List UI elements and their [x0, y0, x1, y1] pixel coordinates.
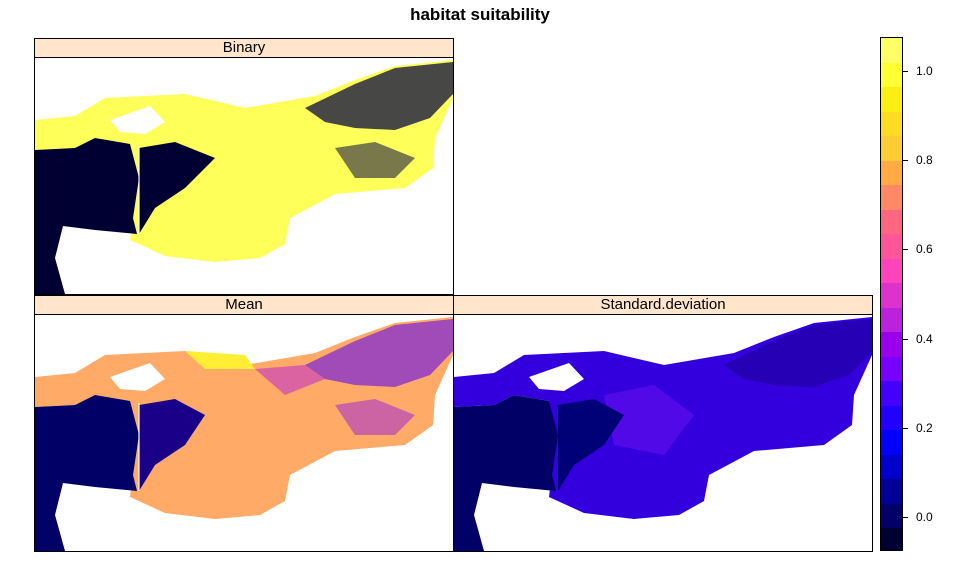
- strip-binary-label: Binary: [222, 39, 266, 56]
- colorkey-tick-label: 0.0: [916, 510, 933, 524]
- colorkey-segment: [881, 331, 902, 357]
- panel-sd: [453, 314, 873, 552]
- colorkey-tick-label: 1.0: [916, 64, 933, 78]
- colorkey-segment: [881, 405, 902, 431]
- colorkey-segment: [881, 38, 902, 63]
- map-binary: [35, 60, 453, 294]
- colorkey-segment: [881, 478, 902, 504]
- colorkey-segment: [881, 184, 902, 210]
- colorkey-segment: [881, 111, 902, 137]
- colorkey: [880, 37, 903, 551]
- colorkey-segment: [881, 135, 902, 161]
- colorkey-segment: [881, 62, 902, 88]
- colorkey-tick: [903, 428, 908, 429]
- colorkey-segment: [881, 258, 902, 284]
- colorkey-segment: [881, 380, 902, 406]
- colorkey-tick: [903, 160, 908, 161]
- colorkey-segment: [881, 160, 902, 186]
- colorkey-segment: [881, 454, 902, 480]
- colorkey-segment: [881, 527, 902, 550]
- colorkey-tick: [903, 249, 908, 250]
- map-sd: [454, 317, 872, 551]
- colorkey-segment: [881, 233, 902, 259]
- colorkey-segment: [881, 307, 902, 333]
- colorkey-segment: [881, 356, 902, 382]
- panel-binary: [34, 57, 454, 295]
- colorkey-tick: [903, 517, 908, 518]
- colorkey-segment: [881, 429, 902, 455]
- strip-mean-label: Mean: [225, 296, 263, 313]
- colorkey-segment: [881, 209, 902, 235]
- colorkey-tick-label: 0.2: [916, 421, 933, 435]
- strip-sd-label: Standard.deviation: [600, 296, 726, 313]
- main-title: habitat suitability: [410, 5, 550, 24]
- colorkey-tick: [903, 71, 908, 72]
- strip-binary: Binary: [34, 38, 454, 58]
- strip-sd: Standard.deviation: [453, 295, 873, 315]
- panel-mean: [34, 314, 454, 552]
- colorkey-tick: [903, 339, 908, 340]
- colorkey-tick-label: 0.4: [916, 332, 933, 346]
- colorkey-tick-label: 0.8: [916, 153, 933, 167]
- colorkey-segment: [881, 282, 902, 308]
- colorkey-tick-label: 0.6: [916, 242, 933, 256]
- colorkey-segment: [881, 86, 902, 112]
- map-mean: [35, 317, 453, 551]
- colorkey-segment: [881, 503, 902, 529]
- strip-mean: Mean: [34, 295, 454, 315]
